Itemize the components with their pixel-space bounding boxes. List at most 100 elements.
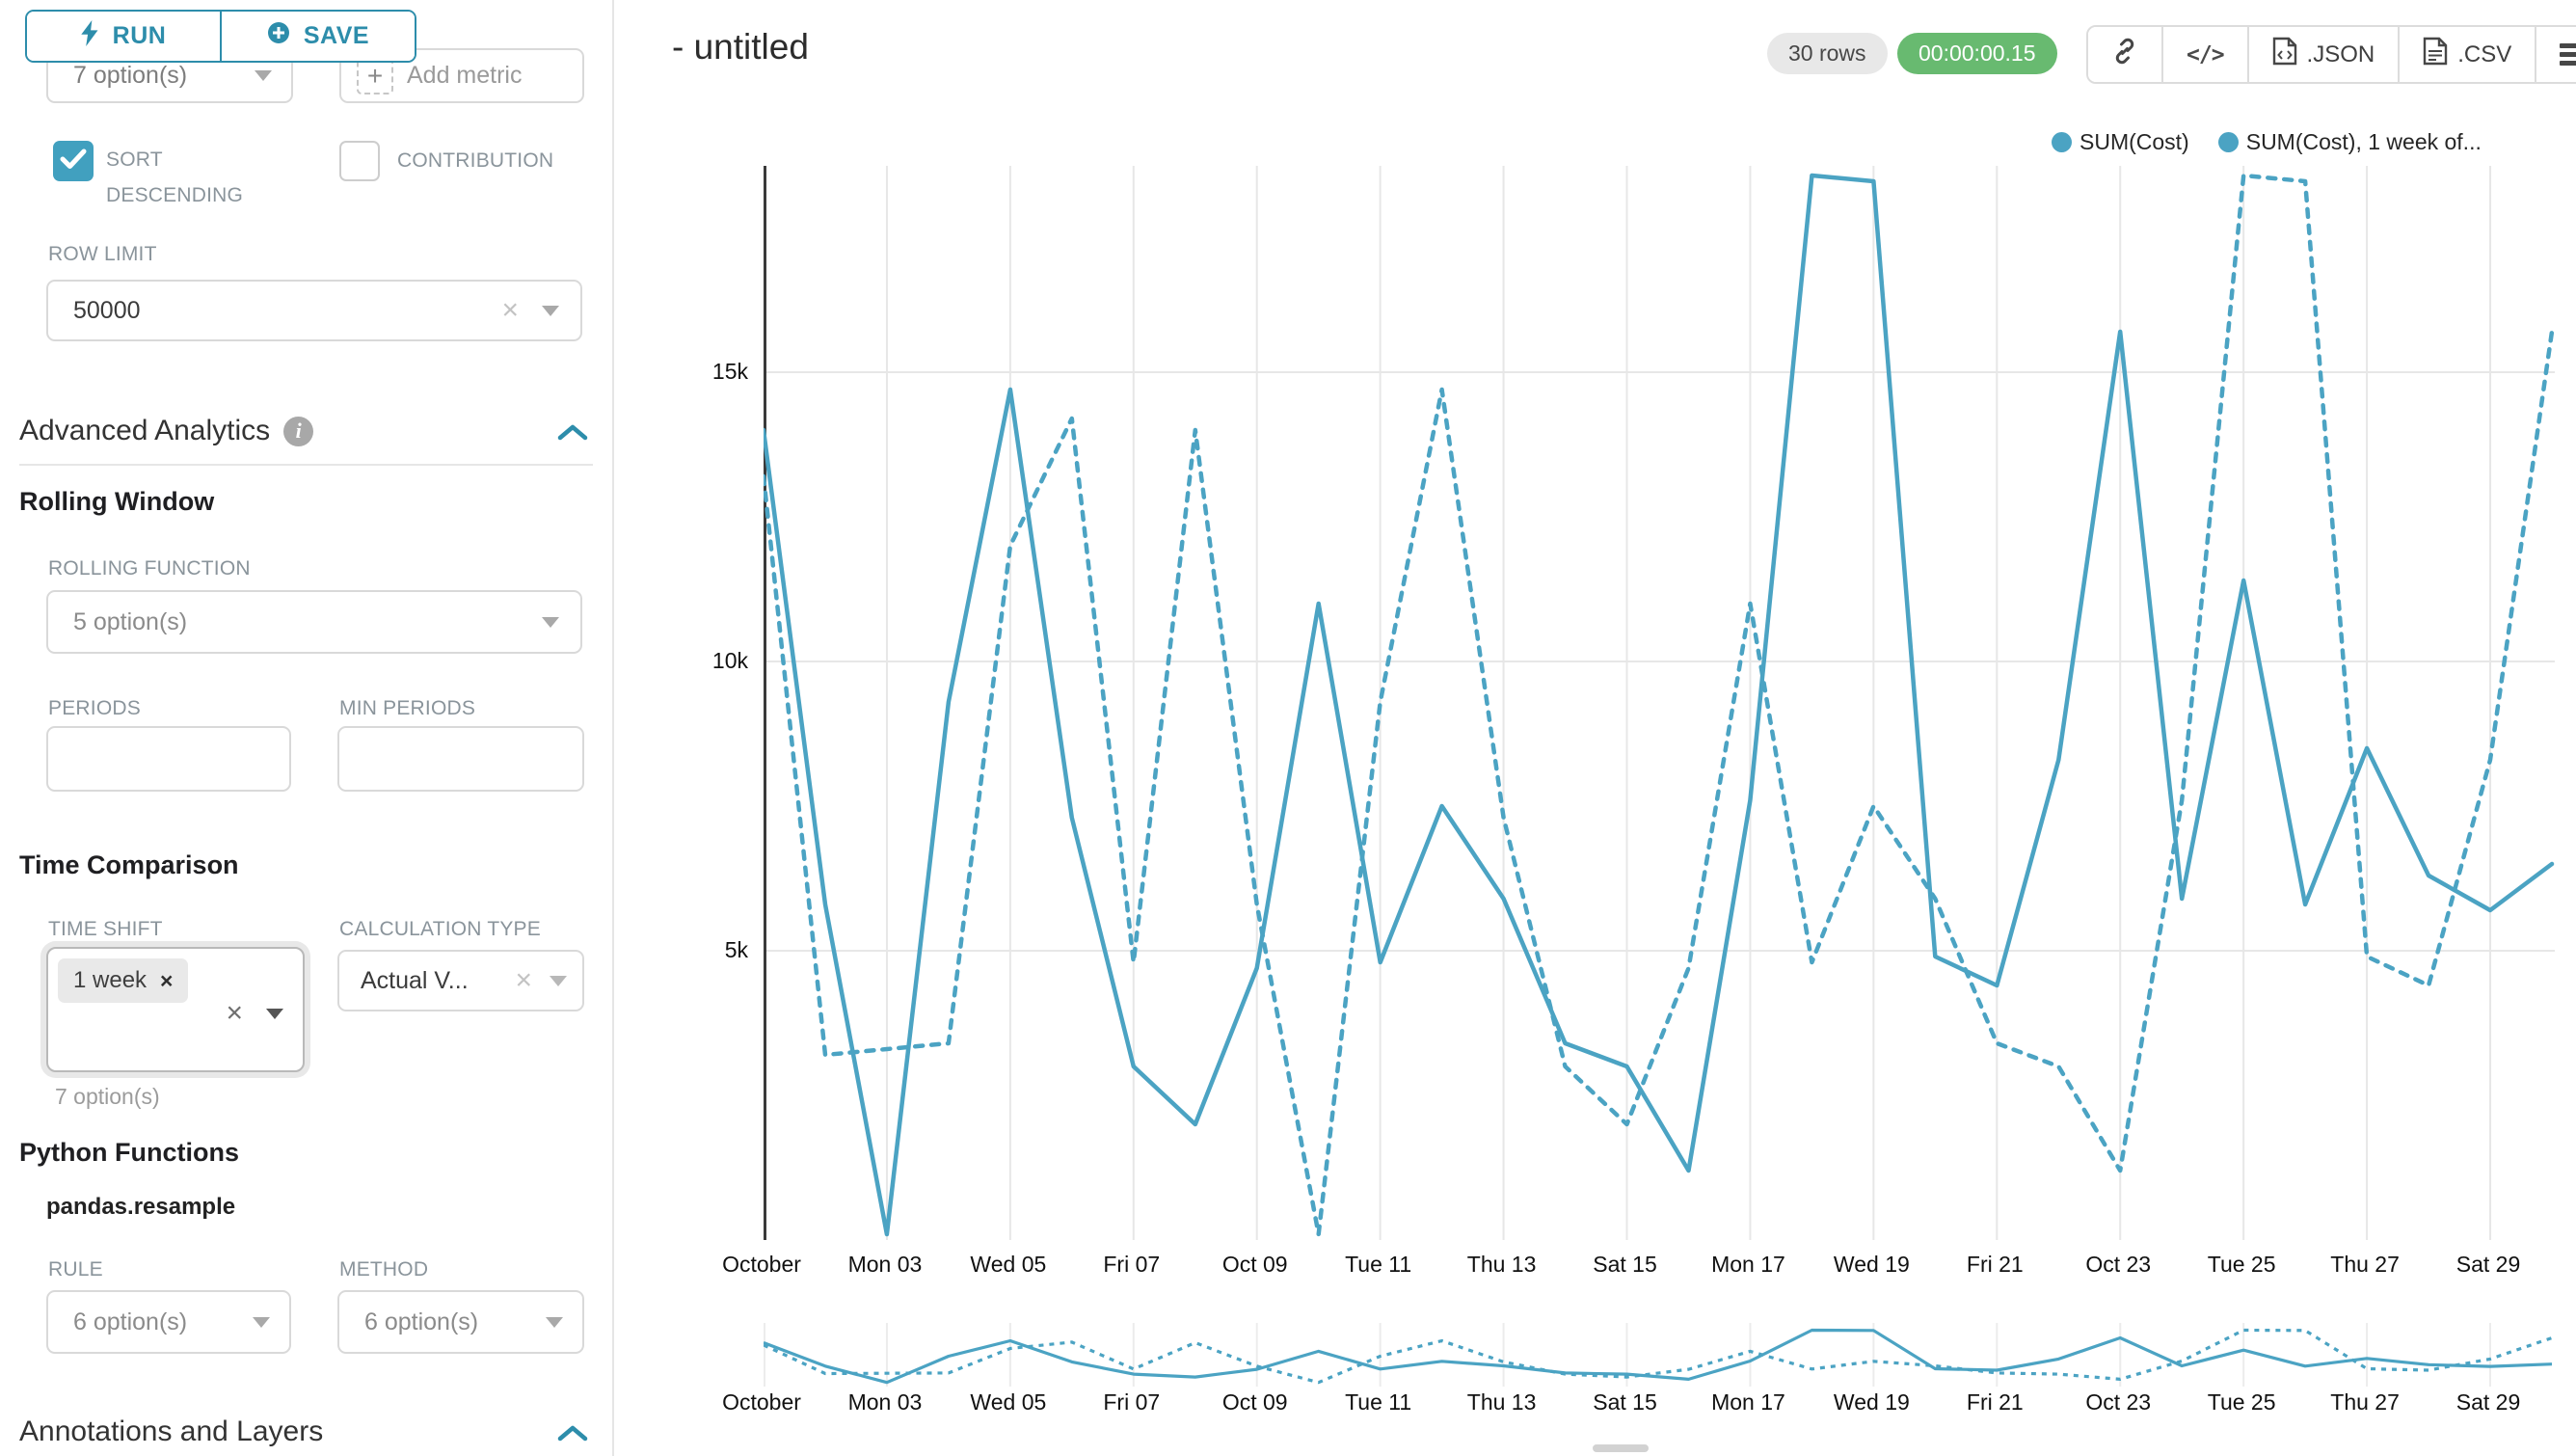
method-label: METHOD xyxy=(339,1258,429,1281)
series-line-dashed xyxy=(764,173,2555,1237)
annotations-header: Annotations and Layers xyxy=(19,1416,323,1448)
calculation-type-label: CALCULATION TYPE xyxy=(339,918,541,940)
lightning-bolt-icon xyxy=(80,19,99,53)
sort-descending-checkbox[interactable] xyxy=(53,141,94,181)
x-axis-tick-label: October xyxy=(722,1389,801,1415)
chart-toolbar: </> .JSON .CSV xyxy=(2086,25,2576,84)
timer-badge: 00:00:00.15 xyxy=(1897,33,2057,74)
rolling-function-value: 5 option(s) xyxy=(73,607,188,635)
x-axis-tick-label: Fri 07 xyxy=(1103,1389,1161,1415)
chevron-down-icon xyxy=(266,1009,283,1019)
clear-icon[interactable]: × xyxy=(515,964,532,996)
sort-descending-label: SORT DESCENDING xyxy=(106,148,244,206)
row-limit-value: 50000 xyxy=(73,296,141,324)
chart-legend: SUM(Cost) SUM(Cost), 1 week of... xyxy=(2052,129,2482,155)
time-comparison-title: Time Comparison xyxy=(19,850,239,879)
code-icon: </> xyxy=(2187,41,2225,67)
time-shift-tag: 1 week × xyxy=(58,958,189,1003)
time-shift-select[interactable]: 1 week × × xyxy=(46,947,305,1072)
min-periods-input[interactable] xyxy=(337,726,584,792)
clear-icon[interactable]: × xyxy=(226,997,243,1029)
collapse-chevron-up-icon[interactable] xyxy=(557,1425,588,1447)
info-icon: i xyxy=(283,416,314,446)
rule-value: 6 option(s) xyxy=(73,1308,188,1335)
run-button-label: RUN xyxy=(112,22,167,49)
plus-circle-icon xyxy=(267,21,290,51)
plus-icon: + xyxy=(357,57,393,94)
x-axis-tick-label: Thu 27 xyxy=(2330,1389,2400,1415)
clear-icon[interactable]: × xyxy=(501,294,519,326)
main-chart[interactable] xyxy=(764,166,2555,1240)
x-axis-tick-label: Tue 25 xyxy=(2207,1389,2276,1415)
pandas-resample-label: pandas.resample xyxy=(46,1194,236,1220)
x-axis-tick-label: Mon 17 xyxy=(1711,1252,1785,1277)
remove-tag-icon[interactable]: × xyxy=(160,967,174,993)
x-axis-tick-label: Fri 07 xyxy=(1103,1252,1161,1277)
x-axis-tick-label: Fri 21 xyxy=(1966,1252,2024,1277)
annotations-title: Annotations and Layers xyxy=(19,1416,324,1447)
run-button[interactable]: RUN xyxy=(27,12,220,61)
rolling-window-title: Rolling Window xyxy=(19,487,215,516)
chart-panel: - untitled 30 rows 00:00:00.15 </> xyxy=(614,0,2576,1456)
share-link-button[interactable] xyxy=(2088,27,2161,82)
divider xyxy=(19,464,593,466)
x-axis-tick-label: Oct 09 xyxy=(1221,1252,1288,1277)
x-axis-tick-label: Tue 25 xyxy=(2207,1252,2276,1277)
x-axis-tick-label: Fri 21 xyxy=(1966,1389,2024,1415)
chevron-down-icon xyxy=(550,975,567,986)
embed-code-button[interactable]: </> xyxy=(2161,27,2247,82)
brush-handle[interactable] xyxy=(1593,1444,1649,1452)
export-csv-label: .CSV xyxy=(2457,40,2512,67)
chevron-down-icon xyxy=(546,1316,563,1328)
advanced-analytics-title: Advanced Analytics xyxy=(19,415,271,446)
row-limit-select[interactable]: 50000 × xyxy=(46,280,582,341)
legend-item[interactable]: SUM(Cost) xyxy=(2052,129,2189,155)
x-axis-tick-label: Wed 19 xyxy=(1833,1389,1910,1415)
file-icon xyxy=(2423,37,2448,72)
x-axis-tick-label: Oct 23 xyxy=(2085,1252,2152,1277)
row-limit-label: ROW LIMIT xyxy=(48,243,157,265)
rows-badge: 30 rows xyxy=(1767,33,1888,74)
method-value: 6 option(s) xyxy=(364,1308,479,1335)
periods-input[interactable] xyxy=(46,726,291,792)
rolling-function-select[interactable]: 5 option(s) xyxy=(46,590,582,654)
export-json-label: .JSON xyxy=(2306,40,2375,67)
mini-chart-brush[interactable] xyxy=(764,1323,2555,1387)
chevron-down-icon xyxy=(542,616,559,628)
rule-label: RULE xyxy=(48,1258,103,1281)
x-axis-tick-label: Thu 13 xyxy=(1466,1389,1537,1415)
method-select[interactable]: 6 option(s) xyxy=(337,1290,584,1354)
legend-label: SUM(Cost), 1 week of... xyxy=(2245,129,2482,154)
chart-title[interactable]: - untitled xyxy=(672,27,809,67)
export-json-button[interactable]: .JSON xyxy=(2246,27,2399,82)
collapse-chevron-up-icon[interactable] xyxy=(557,424,588,446)
link-icon xyxy=(2111,38,2138,71)
series-line-solid xyxy=(764,173,2555,1237)
mini-series-line-solid xyxy=(764,1328,2553,1385)
x-axis-tick-label: Wed 19 xyxy=(1833,1252,1910,1277)
export-csv-button[interactable]: .CSV xyxy=(2398,27,2536,82)
add-metric-label: Add metric xyxy=(407,62,523,89)
contribution-label: CONTRIBUTION xyxy=(397,149,554,172)
groupby-select-value: 7 option(s) xyxy=(73,62,188,89)
run-save-button-group: RUN SAVE xyxy=(25,10,416,63)
rule-select[interactable]: 6 option(s) xyxy=(46,1290,291,1354)
time-shift-label: TIME SHIFT xyxy=(48,918,163,940)
save-button[interactable]: SAVE xyxy=(220,12,415,61)
min-periods-label: MIN PERIODS xyxy=(339,697,476,719)
more-options-button[interactable] xyxy=(2535,27,2576,82)
calculation-type-value: Actual V... xyxy=(361,966,469,994)
advanced-analytics-header: Advanced Analytics i xyxy=(19,415,314,447)
time-shift-helper: 7 option(s) xyxy=(55,1084,160,1109)
y-axis-tick-label: 15k xyxy=(711,359,748,384)
calculation-type-select[interactable]: Actual V... × xyxy=(337,950,584,1011)
periods-label: PERIODS xyxy=(48,697,141,719)
legend-item[interactable]: SUM(Cost), 1 week of... xyxy=(2217,129,2482,155)
x-axis-tick-label: Oct 23 xyxy=(2085,1389,2152,1415)
contribution-checkbox[interactable] xyxy=(339,141,380,181)
chevron-down-icon xyxy=(542,305,559,316)
x-axis-tick-label: Sat 15 xyxy=(1593,1252,1657,1277)
x-axis-tick-label: Wed 05 xyxy=(970,1252,1047,1277)
y-axis-tick-label: 5k xyxy=(724,937,748,962)
x-axis-tick-label: Mon 03 xyxy=(847,1252,923,1277)
